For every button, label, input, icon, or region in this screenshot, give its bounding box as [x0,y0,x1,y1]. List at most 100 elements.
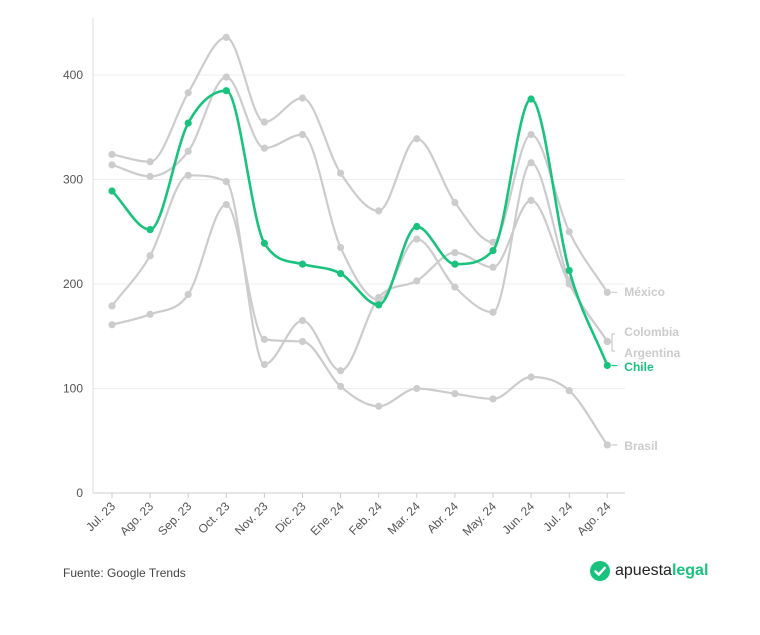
series-méxico [108,33,611,296]
data-point [108,302,116,310]
x-tick-label: Abr. 24 [424,499,461,536]
data-point [298,316,307,325]
data-point [260,239,268,247]
data-point [603,441,611,449]
data-point [146,252,154,260]
x-tick-label: Mar. 24 [385,499,423,537]
data-point [108,161,116,169]
x-tick-label: Feb. 24 [346,499,385,538]
data-point [184,89,192,97]
data-point [184,119,192,127]
data-point [298,260,307,268]
data-point [451,283,459,291]
series-label-méxico: México [624,285,665,299]
series-line [111,203,609,446]
data-point [375,207,383,215]
series-label-argentina: Argentina [624,346,680,360]
data-point [565,266,573,275]
series-label-colombia: Colombia [624,325,679,339]
x-tick-label: Oct. 23 [195,499,232,536]
series-brasil [108,200,611,449]
y-tick-label: 300 [63,173,83,187]
data-point [260,335,268,343]
data-point [451,198,459,207]
brand-logo: apuesta legal [590,561,708,581]
x-tick-label: Ago. 23 [117,499,156,538]
data-point [146,158,154,166]
data-point [489,246,497,255]
data-point [298,130,307,139]
series-line [111,75,609,343]
series-label-brasil: Brasil [624,439,657,453]
y-axis-tick-labels: 0 100 200 300 400 [63,68,83,500]
data-point [337,367,345,375]
x-tick-label: Dic. 23 [272,499,309,536]
data-point [489,238,497,246]
series-argentina [108,171,611,375]
data-point [489,263,497,271]
data-point [451,390,459,398]
grid-lines [92,18,625,494]
data-point [146,226,154,234]
source-note: Fuente: Google Trends [63,566,186,580]
data-point [527,196,535,204]
data-point [260,360,268,369]
data-point [222,177,230,186]
data-point [337,243,345,252]
series-line [111,174,609,372]
series-lines [108,33,611,449]
label-bracket [609,333,615,352]
data-point [565,280,573,288]
x-tick-label: Jul. 24 [540,499,575,534]
data-point [337,269,345,278]
data-point [298,94,307,102]
data-point [527,159,535,167]
brand-text-legal: legal [671,562,709,579]
x-tick-label: Ago. 24 [574,499,613,538]
data-point [337,169,345,177]
x-tick-label: May. 24 [460,499,500,539]
data-point [184,147,192,155]
data-point [413,135,421,143]
data-point [603,288,611,296]
brand-text-apuesta: apuesta [615,562,672,579]
data-point [298,337,307,346]
data-point [222,87,230,95]
data-point [108,150,116,159]
data-point [260,118,268,126]
y-tick-label: 100 [63,382,83,396]
data-point [527,373,535,381]
x-tick-label: Jul. 23 [83,499,118,534]
data-point [413,235,421,243]
data-point [489,308,497,316]
x-tick-label: Ene. 24 [308,499,347,538]
x-tick-label: Nov. 23 [232,499,271,538]
data-point [146,172,154,180]
data-point [375,301,383,309]
series-labels: México Colombia Argentina Brasil Chile [609,285,681,453]
data-point [260,144,268,152]
data-point [413,384,421,393]
y-tick-label: 0 [76,486,83,500]
data-point [222,33,230,41]
data-point [337,382,345,391]
data-point [527,130,535,139]
data-point [184,290,192,299]
data-point [603,337,611,346]
data-point [375,402,383,410]
series-colombia [108,73,611,346]
series-label-chile: Chile [624,360,654,374]
data-point [108,321,116,329]
data-point [222,73,230,81]
data-point [527,95,535,103]
data-point [451,249,459,257]
y-tick-label: 400 [63,68,83,82]
data-point [222,200,230,209]
x-tick-label: Sep. 23 [155,499,194,538]
data-point [565,386,573,395]
data-point [603,361,611,370]
x-tick-label: Jun. 24 [499,499,537,537]
data-point [565,228,573,236]
